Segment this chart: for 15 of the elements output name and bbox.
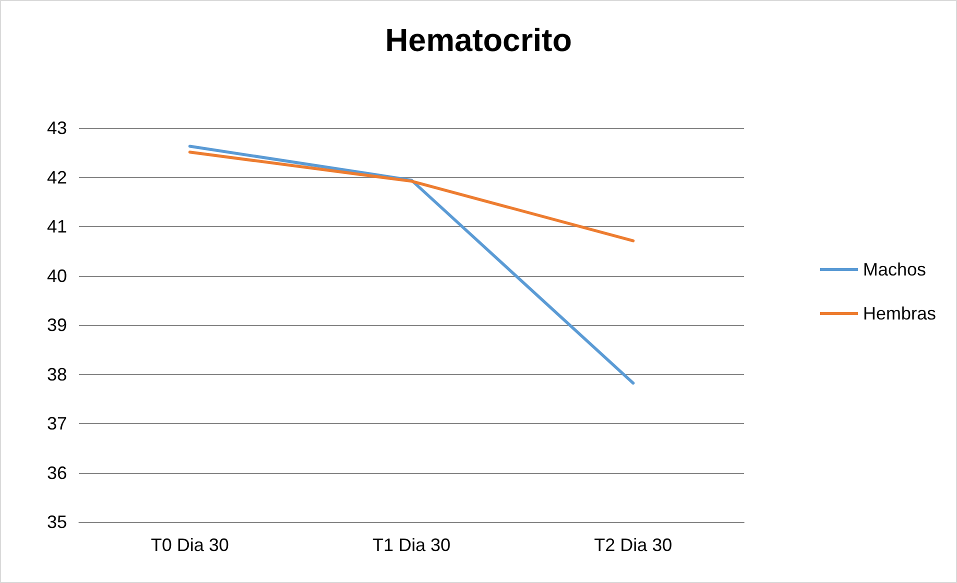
legend-label: Machos [862,260,926,280]
x-tick-label: T1 Dia 30 [372,535,451,555]
chart-title: Hematocrito [385,22,572,58]
y-tick-label: 37 [46,414,67,434]
y-tick-label: 41 [46,216,67,236]
y-tick-label: 43 [46,118,67,138]
y-tick-label: 36 [46,462,67,483]
x-tick-label: T2 Dia 30 [594,535,672,555]
legend-label: Hembras [862,304,936,324]
x-tick-label: T0 Dia 30 [150,535,229,555]
y-tick-label: 38 [46,364,67,384]
y-tick-label: 35 [46,512,67,532]
y-tick-label: 39 [46,315,67,335]
y-tick-label: 42 [46,167,67,188]
y-tick-label: 40 [46,266,67,286]
